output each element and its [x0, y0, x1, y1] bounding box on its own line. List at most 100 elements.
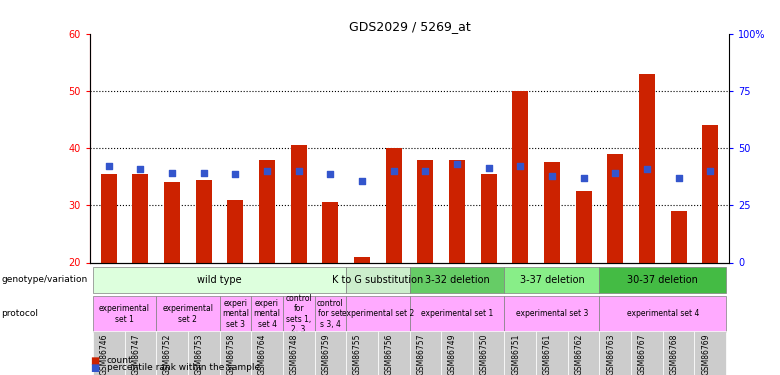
Text: GSM86752: GSM86752 — [163, 333, 172, 375]
Bar — [188, 331, 219, 375]
Bar — [93, 296, 156, 332]
Text: GSM86769: GSM86769 — [701, 333, 711, 375]
Point — [261, 168, 273, 174]
Text: ■: ■ — [90, 363, 99, 372]
Bar — [480, 174, 497, 262]
Point — [388, 168, 400, 174]
Bar — [133, 174, 148, 262]
Bar — [512, 91, 528, 262]
Point — [419, 168, 431, 174]
Text: GSM86757: GSM86757 — [417, 333, 425, 375]
Bar — [354, 257, 370, 262]
Bar — [576, 191, 591, 262]
Point — [356, 178, 368, 184]
Text: GSM86747: GSM86747 — [131, 333, 140, 375]
Bar — [536, 331, 568, 375]
Bar — [671, 211, 686, 262]
Bar — [505, 331, 536, 375]
Text: protocol: protocol — [2, 309, 38, 318]
Title: GDS2029 / 5269_at: GDS2029 / 5269_at — [349, 20, 470, 33]
Text: GSM86749: GSM86749 — [448, 333, 457, 375]
Bar — [219, 331, 251, 375]
Text: GSM86751: GSM86751 — [512, 333, 520, 375]
Text: experi
mental
set 4: experi mental set 4 — [254, 299, 281, 329]
Point — [324, 171, 337, 177]
Text: experi
mental
set 3: experi mental set 3 — [222, 299, 249, 329]
Bar — [417, 160, 433, 262]
Bar — [600, 331, 631, 375]
Text: GSM86759: GSM86759 — [321, 333, 331, 375]
Point — [640, 166, 653, 172]
Bar — [441, 331, 473, 375]
Text: 3-37 deletion: 3-37 deletion — [519, 275, 584, 285]
Text: experimental set 2: experimental set 2 — [342, 309, 414, 318]
Bar — [93, 331, 125, 375]
Text: 30-37 deletion: 30-37 deletion — [627, 275, 698, 285]
Text: GSM86761: GSM86761 — [543, 333, 552, 375]
Text: experimental set 1: experimental set 1 — [421, 309, 493, 318]
Text: genotype/variation: genotype/variation — [2, 275, 88, 284]
Text: experimental set 3: experimental set 3 — [516, 309, 588, 318]
Point — [451, 161, 463, 167]
Bar — [702, 125, 718, 262]
Bar — [449, 160, 465, 262]
Text: 3-32 deletion: 3-32 deletion — [424, 275, 489, 285]
Bar — [410, 331, 441, 375]
Bar — [283, 331, 314, 375]
Text: percentile rank within the sample: percentile rank within the sample — [107, 363, 260, 372]
Text: GSM86768: GSM86768 — [670, 333, 679, 375]
Point — [102, 164, 115, 170]
Text: GSM86756: GSM86756 — [385, 333, 394, 375]
Bar — [101, 174, 117, 262]
Bar — [568, 331, 600, 375]
Bar — [156, 331, 188, 375]
Bar — [228, 200, 243, 262]
Bar — [259, 160, 275, 262]
Bar — [164, 182, 180, 262]
Text: GSM86746: GSM86746 — [100, 333, 108, 375]
Text: GSM86750: GSM86750 — [480, 333, 488, 375]
Point — [514, 164, 526, 170]
Point — [197, 170, 210, 176]
Text: wild type: wild type — [197, 275, 242, 285]
Point — [229, 171, 242, 177]
Bar — [544, 162, 560, 262]
Point — [166, 170, 179, 176]
Bar — [694, 331, 726, 375]
Text: GSM86764: GSM86764 — [258, 333, 267, 375]
Bar — [631, 331, 663, 375]
Point — [482, 165, 495, 171]
Bar — [125, 331, 156, 375]
Bar — [196, 180, 211, 262]
Point — [672, 175, 685, 181]
Bar — [93, 267, 346, 293]
Bar — [346, 296, 410, 332]
Text: GSM86748: GSM86748 — [289, 333, 299, 375]
Bar — [156, 296, 219, 332]
Point — [609, 170, 622, 176]
Bar — [410, 267, 505, 293]
Text: GSM86758: GSM86758 — [226, 333, 236, 375]
Bar — [314, 331, 346, 375]
Text: ■: ■ — [90, 356, 99, 366]
Text: experimental
set 1: experimental set 1 — [99, 304, 150, 324]
Bar — [291, 145, 307, 262]
Text: control
for set
s 3, 4: control for set s 3, 4 — [317, 299, 344, 329]
Bar — [346, 331, 378, 375]
Text: GSM86755: GSM86755 — [353, 333, 362, 375]
Bar — [251, 331, 283, 375]
Text: control
for
sets 1,
2, 3: control for sets 1, 2, 3 — [285, 294, 312, 334]
Bar — [378, 331, 410, 375]
Bar — [505, 267, 600, 293]
Text: experimental
set 2: experimental set 2 — [162, 304, 214, 324]
Point — [292, 168, 305, 174]
Bar — [251, 296, 283, 332]
Text: GSM86762: GSM86762 — [575, 333, 583, 375]
Bar — [283, 296, 314, 332]
Bar — [386, 148, 402, 262]
Point — [704, 168, 717, 174]
Bar — [505, 296, 600, 332]
Text: K to G substitution: K to G substitution — [332, 275, 424, 285]
Point — [546, 172, 558, 178]
Text: GSM86763: GSM86763 — [606, 333, 615, 375]
